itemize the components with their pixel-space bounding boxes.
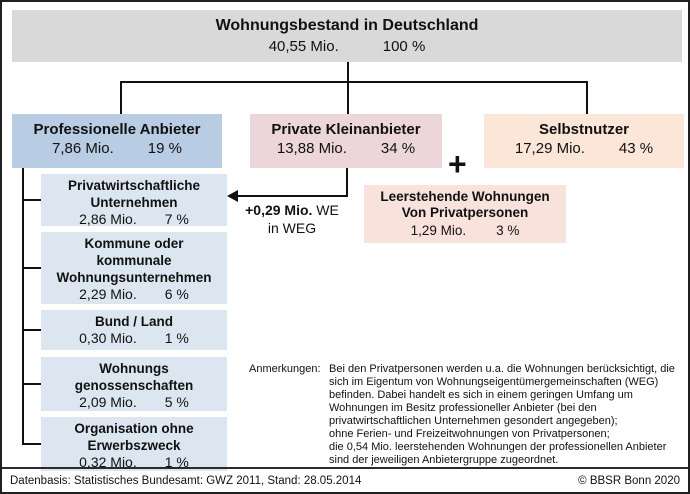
private-value: 13,88 Mio.	[276, 140, 347, 157]
sub-box-value: 2,86 Mio.	[79, 211, 137, 227]
root-value: 40,55 Mio.	[268, 38, 339, 55]
professionelle-anbieter-box: Professionelle Anbieter 7,86 Mio. 19 %	[12, 114, 222, 168]
leerstehende-percent: 3 %	[496, 223, 520, 238]
weg-label-line2: in WEG	[267, 220, 317, 236]
sub-box-percent: 5 %	[164, 394, 189, 410]
connector-stub-3	[22, 329, 41, 331]
private-kleinanbieter-box: Private Kleinanbieter 13,88 Mio. 34 %	[250, 114, 442, 168]
selbstnutzer-box: Selbstnutzer 17,29 Mio. 43 %	[484, 114, 684, 168]
sub-box-title: Wohnungs genossenschaften	[74, 361, 194, 393]
connector-stub-4	[22, 383, 41, 385]
anmerkungen-label: Anmerkungen:	[249, 363, 321, 375]
anmerkungen-text: Bei den Privatpersonen werden u.a. die W…	[329, 363, 685, 467]
connector-root-stem	[347, 62, 349, 82]
sub-box-title: Privatwirtschaftliche Unternehmen	[67, 178, 201, 210]
root-box: Wohnungsbestand in Deutschland 40,55 Mio…	[12, 10, 682, 62]
root-percent: 100 %	[382, 38, 426, 55]
leerstehende-wohnungen-box: Leerstehende Wohnungen Von Privatpersone…	[364, 185, 566, 243]
sub-box-bund-land: Bund / Land 0,30 Mio. 1 %	[41, 310, 227, 350]
connector-stub-1	[22, 199, 41, 201]
sub-box-privatwirtschaftliche-unternehmen: Privatwirtschaftliche Unternehmen 2,86 M…	[41, 174, 227, 227]
weg-arrow-vertical	[346, 168, 348, 197]
anmerkungen-note: Bei den Privatpersonen werden u.a. die W…	[329, 363, 675, 427]
sub-box-organisation-ohne-erwerbszweck: Organisation ohne Erwerbszweck 0,32 Mio.…	[41, 417, 227, 471]
sub-box-value: 0,32 Mio.	[79, 454, 137, 470]
selbstnutzer-value: 17,29 Mio.	[514, 140, 585, 157]
sub-box-percent: 1 %	[164, 454, 189, 470]
sub-box-title: Kommune oder kommunale Wohnungsunternehm…	[56, 236, 212, 285]
footer: Datenbasis: Statistisches Bundesamt: GWZ…	[2, 467, 688, 492]
leerstehende-title: Leerstehende Wohnungen Von Privatpersone…	[380, 189, 550, 220]
private-title: Private Kleinanbieter	[271, 121, 421, 138]
sub-box-value: 2,29 Mio.	[79, 286, 137, 302]
sub-box-title: Bund / Land	[95, 314, 173, 329]
sub-box-title: Organisation ohne Erwerbszweck	[74, 421, 194, 453]
connector-drop-professionelle	[120, 81, 122, 114]
weg-arrow-horizontal	[236, 195, 348, 197]
sub-box-value: 2,09 Mio.	[79, 394, 137, 410]
selbstnutzer-title: Selbstnutzer	[538, 121, 629, 138]
private-percent: 34 %	[380, 140, 416, 157]
data-source-text: Datenbasis: Statistisches Bundesamt: GWZ…	[10, 474, 362, 487]
weg-value-unit: WE	[312, 202, 339, 218]
connector-drop-private	[347, 81, 349, 114]
connector-root-crossbar	[120, 81, 588, 83]
sub-box-value: 0,30 Mio.	[79, 330, 137, 346]
professionelle-value: 7,86 Mio.	[52, 140, 114, 157]
leerstehende-value: 1,29 Mio.	[410, 223, 467, 238]
copyright-text: © BBSR Bonn 2020	[578, 474, 680, 487]
weg-arrow-label: +0,29 Mio. WE in WEG	[234, 201, 350, 237]
sub-box-wohnungsgenossenschaften: Wohnungs genossenschaften 2,09 Mio. 5 %	[41, 357, 227, 411]
selbstnutzer-percent: 43 %	[618, 140, 654, 157]
anmerkungen-note: ohne Ferien- und Freizeitwohnungen von P…	[329, 428, 610, 440]
weg-arrowhead-left-icon	[227, 190, 238, 202]
sub-box-percent: 6 %	[164, 286, 189, 302]
connector-left-rail	[22, 168, 24, 445]
sub-box-percent: 7 %	[164, 211, 189, 227]
professionelle-percent: 19 %	[147, 140, 182, 157]
connector-stub-5	[22, 443, 41, 445]
anmerkungen-note: die 0,54 Mio. leerstehenden Wohnungen de…	[329, 441, 667, 466]
sub-box-percent: 1 %	[164, 330, 189, 346]
plus-sign: +	[448, 146, 467, 182]
root-title: Wohnungsbestand in Deutschland	[215, 17, 479, 34]
connector-stub-2	[22, 267, 41, 269]
sub-box-kommunale-wohnungsunternehmen: Kommune oder kommunale Wohnungsunternehm…	[41, 232, 227, 304]
professionelle-title: Professionelle Anbieter	[33, 121, 201, 138]
connector-drop-selbstnutzer	[586, 81, 588, 114]
weg-value-bold: +0,29 Mio.	[245, 202, 313, 218]
